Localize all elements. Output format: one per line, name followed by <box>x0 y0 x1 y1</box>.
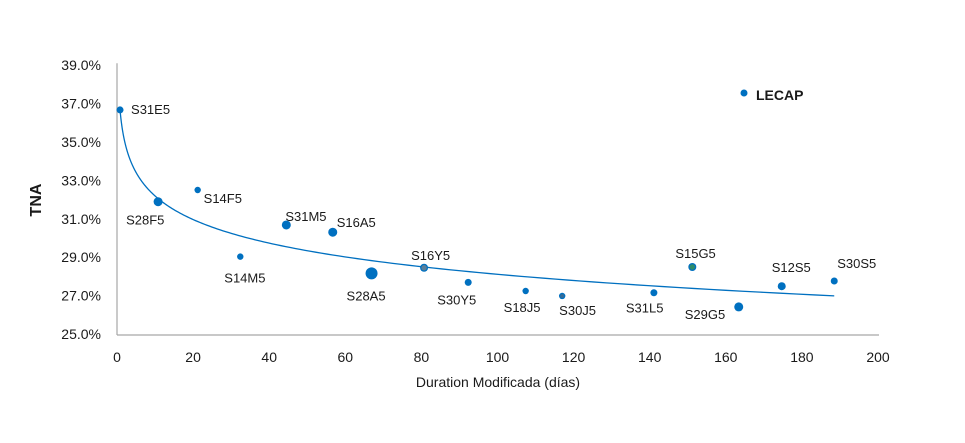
data-label: S31M5 <box>285 209 326 224</box>
y-tick-label: 37.0% <box>61 96 101 112</box>
data-point-s12s5 <box>777 282 786 291</box>
data-point-s31m5 <box>281 220 291 230</box>
data-label: S31E5 <box>131 102 170 117</box>
legend-marker <box>740 89 748 97</box>
data-label: S30S5 <box>837 256 876 271</box>
y-tick-label: 25.0% <box>61 326 101 342</box>
data-label: S29G5 <box>685 307 725 322</box>
data-label: S15G5 <box>675 246 715 261</box>
y-tick-label: 29.0% <box>61 249 101 265</box>
x-axis-title: Duration Modificada (días) <box>416 374 580 390</box>
data-label: S14F5 <box>204 191 242 206</box>
y-axis-title: TNA <box>28 183 45 216</box>
x-tick-label: 160 <box>714 349 738 365</box>
x-tick-label: 180 <box>790 349 814 365</box>
x-tick-label: 40 <box>261 349 277 365</box>
data-point-s18j5 <box>522 287 529 295</box>
x-tick-label: 120 <box>562 349 586 365</box>
data-point-s16a5 <box>328 227 338 237</box>
y-tick-label: 33.0% <box>61 172 101 188</box>
data-label: S28F5 <box>126 213 164 228</box>
x-tick-label: 100 <box>486 349 510 365</box>
data-point-core <box>560 294 565 298</box>
data-point-s28f5 <box>153 197 163 207</box>
data-point-core <box>689 264 696 270</box>
data-point-s31l5 <box>650 289 658 297</box>
x-tick-label: 200 <box>866 349 890 365</box>
data-label: S16A5 <box>337 215 376 230</box>
data-point-s29g5 <box>734 302 744 312</box>
data-label: S12S5 <box>772 260 811 275</box>
data-label: S14M5 <box>224 271 265 286</box>
y-tick-label: 39.0% <box>61 57 101 73</box>
legend: LECAP <box>740 87 803 103</box>
y-tick-label: 35.0% <box>61 134 101 150</box>
data-label: S30J5 <box>559 303 596 318</box>
x-tick-label: 0 <box>113 349 121 365</box>
y-tick-label: 27.0% <box>61 288 101 304</box>
x-tick-label: 140 <box>638 349 662 365</box>
axes: 0 20 40 60 80 100 120 140 160 180 200 25.0% 27.0% 29.… <box>61 57 890 365</box>
data-point-s30y5 <box>464 278 472 286</box>
x-tick-label: 20 <box>185 349 201 365</box>
data-point-s14m5 <box>237 253 244 260</box>
data-label: S30Y5 <box>437 292 476 307</box>
y-tick-label: 31.0% <box>61 211 101 227</box>
trendline-group <box>119 109 835 297</box>
data-point-s30s5 <box>830 277 838 285</box>
x-tick-label: 80 <box>414 349 430 365</box>
data-label: S31L5 <box>626 301 664 316</box>
data-label: S28A5 <box>347 288 386 303</box>
data-label: S18J5 <box>504 300 541 315</box>
legend-label: LECAP <box>756 87 803 103</box>
data-point-s31e5 <box>116 106 124 114</box>
data-point-core <box>421 265 427 271</box>
data-label: S16Y5 <box>411 248 450 263</box>
data-point-s28a5 <box>365 267 378 280</box>
trendline <box>119 109 835 297</box>
points-group: S31E5 S28F5 S14F5 S14M5 S31M5 S16A5 S28A5 S16Y5… <box>116 102 876 322</box>
x-tick-label: 60 <box>338 349 354 365</box>
data-point-s14f5 <box>194 186 201 194</box>
